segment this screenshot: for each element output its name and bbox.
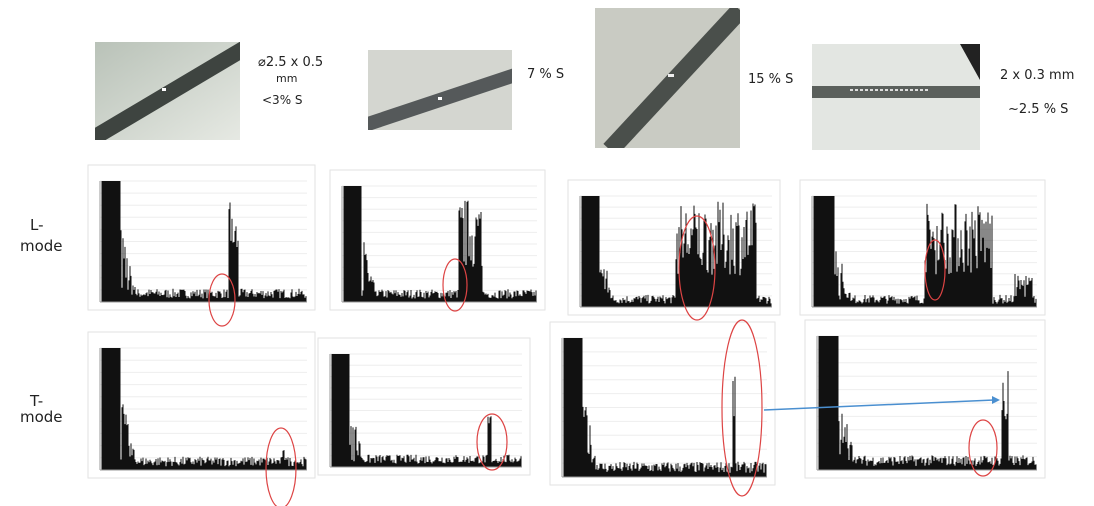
caption: 15 % S (748, 72, 793, 87)
caption: mm (276, 72, 297, 85)
row-label: mode (20, 408, 63, 426)
waveform (563, 338, 767, 477)
caption: 7 % S (527, 67, 564, 82)
row-label: mode (20, 237, 63, 255)
waveform (343, 186, 537, 302)
waveform (101, 181, 307, 302)
row-label: T- (29, 392, 43, 410)
arrow-head (992, 396, 1000, 404)
caption: ~2.5 % S (1008, 102, 1068, 117)
caption: 2 x 0.3 mm (1000, 68, 1074, 83)
caption: ⌀2.5 x 0.5 (258, 55, 323, 70)
waveform (101, 348, 307, 470)
waveform (331, 354, 522, 467)
photo (368, 50, 512, 130)
photo (595, 8, 740, 148)
waveform (813, 196, 1037, 307)
row-label: L- (30, 216, 44, 234)
plot-panel (329, 169, 546, 311)
arrow (763, 399, 995, 411)
caption: <3% S (262, 93, 303, 107)
highlight-ellipses (208, 215, 998, 506)
waveforms (87, 164, 1046, 486)
photo (812, 44, 980, 150)
waveform (818, 336, 1037, 470)
photo (95, 42, 240, 140)
waveform (581, 196, 772, 307)
